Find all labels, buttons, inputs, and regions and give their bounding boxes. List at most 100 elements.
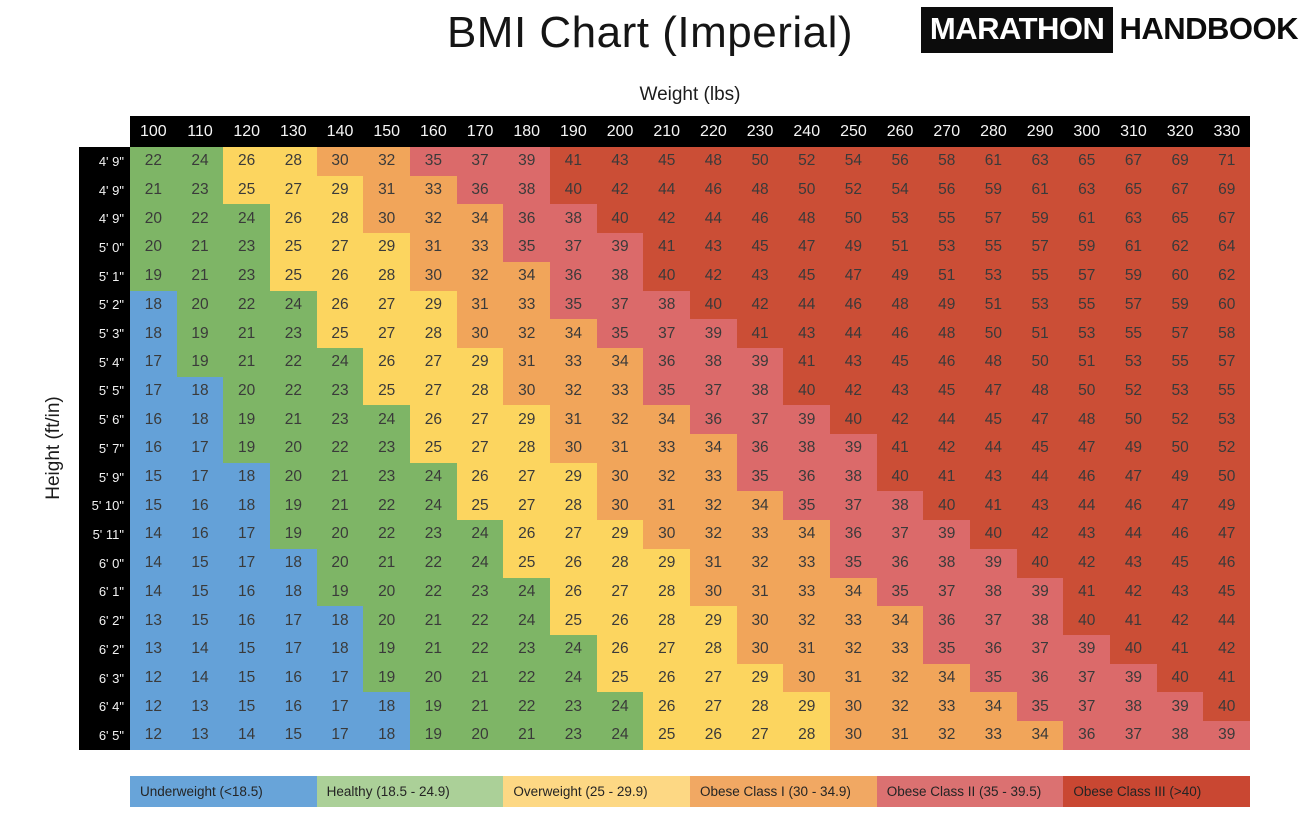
table-row: 6' 2" 13 15 16 17 18 20 21 22 24 25 26 28 29 30 32 33 34 3…: [79, 606, 1251, 635]
weight-header-cell: 220: [700, 122, 727, 140]
bmi-cell: 15: [130, 462, 177, 492]
bmi-cell: 24: [503, 577, 551, 607]
bmi-cell: 22: [270, 376, 317, 406]
bmi-cell: 27: [550, 520, 597, 549]
legend-item: Obese Class I (30 - 34.9): [690, 776, 877, 807]
bmi-cell: 43: [830, 347, 877, 377]
bmi-cell: 28: [270, 147, 317, 176]
bmi-cell: 49: [1203, 491, 1251, 521]
bmi-cell: 25: [596, 663, 644, 693]
bmi-cell: 21: [270, 405, 317, 435]
bmi-cell: 34: [970, 692, 1017, 722]
height-label: 5' 0": [79, 233, 130, 262]
bmi-cell: 32: [830, 634, 877, 664]
bmi-cell: 42: [876, 405, 924, 435]
bmi-cell: 35: [550, 290, 597, 320]
bmi-cell: 21: [316, 491, 364, 521]
bmi-cell: 45: [643, 147, 691, 176]
bmi-cell: 25: [270, 233, 317, 262]
bmi-cell: 21: [223, 319, 271, 348]
bmi-cell: 39: [830, 434, 877, 463]
bmi-cell: 40: [550, 175, 597, 205]
table-row: 5' 10" 15 16 18 19 21 22 24 25 27 28 30 31 32 34 35 37 38…: [79, 491, 1251, 521]
bmi-cell: 44: [970, 434, 1017, 463]
bmi-cell: 62: [1156, 233, 1204, 262]
bmi-cell: 71: [1203, 147, 1251, 176]
bmi-cell: 46: [923, 347, 971, 377]
bmi-cell: 37: [876, 520, 924, 549]
bmi-cell: 50: [1156, 434, 1204, 463]
bmi-cell: 12: [130, 663, 177, 693]
bmi-cell: 32: [363, 147, 411, 176]
bmi-cell: 42: [1203, 634, 1251, 664]
bmi-cell: 18: [316, 606, 364, 635]
bmi-cell: 31: [550, 405, 597, 435]
bmi-cell: 37: [736, 405, 784, 435]
bmi-cell: 18: [363, 721, 411, 750]
bmi-cell: 40: [1203, 692, 1251, 722]
bmi-cell: 20: [363, 577, 411, 607]
bmi-cell: 16: [176, 520, 224, 549]
bmi-cell: 46: [1203, 548, 1251, 578]
bmi-cell: 67: [1110, 147, 1157, 176]
bmi-cell: 35: [410, 147, 457, 176]
bmi-cell: 36: [923, 606, 971, 635]
bmi-cell: 24: [410, 491, 457, 521]
bmi-cell: 26: [456, 462, 504, 492]
bmi-cell: 47: [1203, 520, 1251, 549]
bmi-cell: 31: [456, 290, 504, 320]
bmi-cell: 52: [1156, 405, 1204, 435]
bmi-cell: 33: [830, 606, 877, 635]
bmi-cell: 45: [1016, 434, 1064, 463]
bmi-cell: 18: [316, 634, 364, 664]
bmi-cell: 26: [690, 721, 737, 750]
bmi-cell: 33: [970, 721, 1017, 750]
bmi-cell: 23: [363, 462, 411, 492]
bmi-cell: 38: [503, 175, 551, 205]
bmi-cell: 67: [1203, 204, 1251, 234]
bmi-cell: 14: [176, 663, 224, 693]
bmi-cell: 32: [503, 319, 551, 348]
bmi-cell: 15: [176, 577, 224, 607]
bmi-cell: 15: [270, 721, 317, 750]
bmi-cell: 61: [1063, 204, 1111, 234]
bmi-cell: 26: [316, 261, 364, 291]
bmi-cell: 57: [1156, 319, 1204, 348]
bmi-cell: 64: [1203, 233, 1251, 262]
bmi-cell: 38: [1110, 692, 1157, 722]
bmi-cell: 32: [876, 663, 924, 693]
table-row: 6' 2" 13 14 15 17 18 19 21 22 23 24 26 27 28 30 31 32 33 3…: [79, 634, 1251, 664]
bmi-cell: 15: [223, 692, 271, 722]
bmi-cell: 16: [176, 491, 224, 521]
bmi-cell: 60: [1203, 290, 1251, 320]
bmi-cell: 32: [456, 261, 504, 291]
table-row: 5' 9" 15 17 18 20 21 23 24 26 27 29 30 32 33 35 36 38 40 4…: [79, 462, 1251, 492]
bmi-cell: 25: [503, 548, 551, 578]
bmi-cell: 34: [690, 434, 737, 463]
bmi-cell: 43: [736, 261, 784, 291]
weight-header-cell: 140: [326, 122, 354, 140]
bmi-cell: 31: [363, 175, 411, 205]
bmi-cell: 28: [316, 204, 364, 234]
bmi-cell: 28: [643, 577, 691, 607]
weight-header-cells: 100 110 120 130 140 150 160 170 180 190 200 210 220 2…: [130, 116, 1250, 147]
bmi-cell: 23: [456, 577, 504, 607]
bmi-cell: 35: [830, 548, 877, 578]
bmi-cell: 40: [923, 491, 971, 521]
bmi-cell: 61: [1016, 175, 1064, 205]
height-label: 6' 5": [79, 721, 130, 750]
bmi-cell: 49: [876, 261, 924, 291]
bmi-cell: 16: [130, 405, 177, 435]
weight-axis-label: Weight (lbs): [639, 84, 741, 105]
bmi-cell: 33: [736, 520, 784, 549]
table-row: 5' 2" 18 20 22 24 26 27 29 31 33 35 37 38 40 42 44 46 48 4…: [79, 290, 1251, 320]
bmi-cell: 69: [1156, 147, 1204, 176]
bmi-cell: 23: [550, 692, 597, 722]
bmi-cell: 24: [176, 147, 224, 176]
bmi-cell: 55: [970, 233, 1017, 262]
bmi-cell: 46: [736, 204, 784, 234]
bmi-cell: 39: [596, 233, 644, 262]
bmi-cell: 30: [783, 663, 831, 693]
bmi-cell: 29: [316, 175, 364, 205]
bmi-cell: 28: [550, 491, 597, 521]
